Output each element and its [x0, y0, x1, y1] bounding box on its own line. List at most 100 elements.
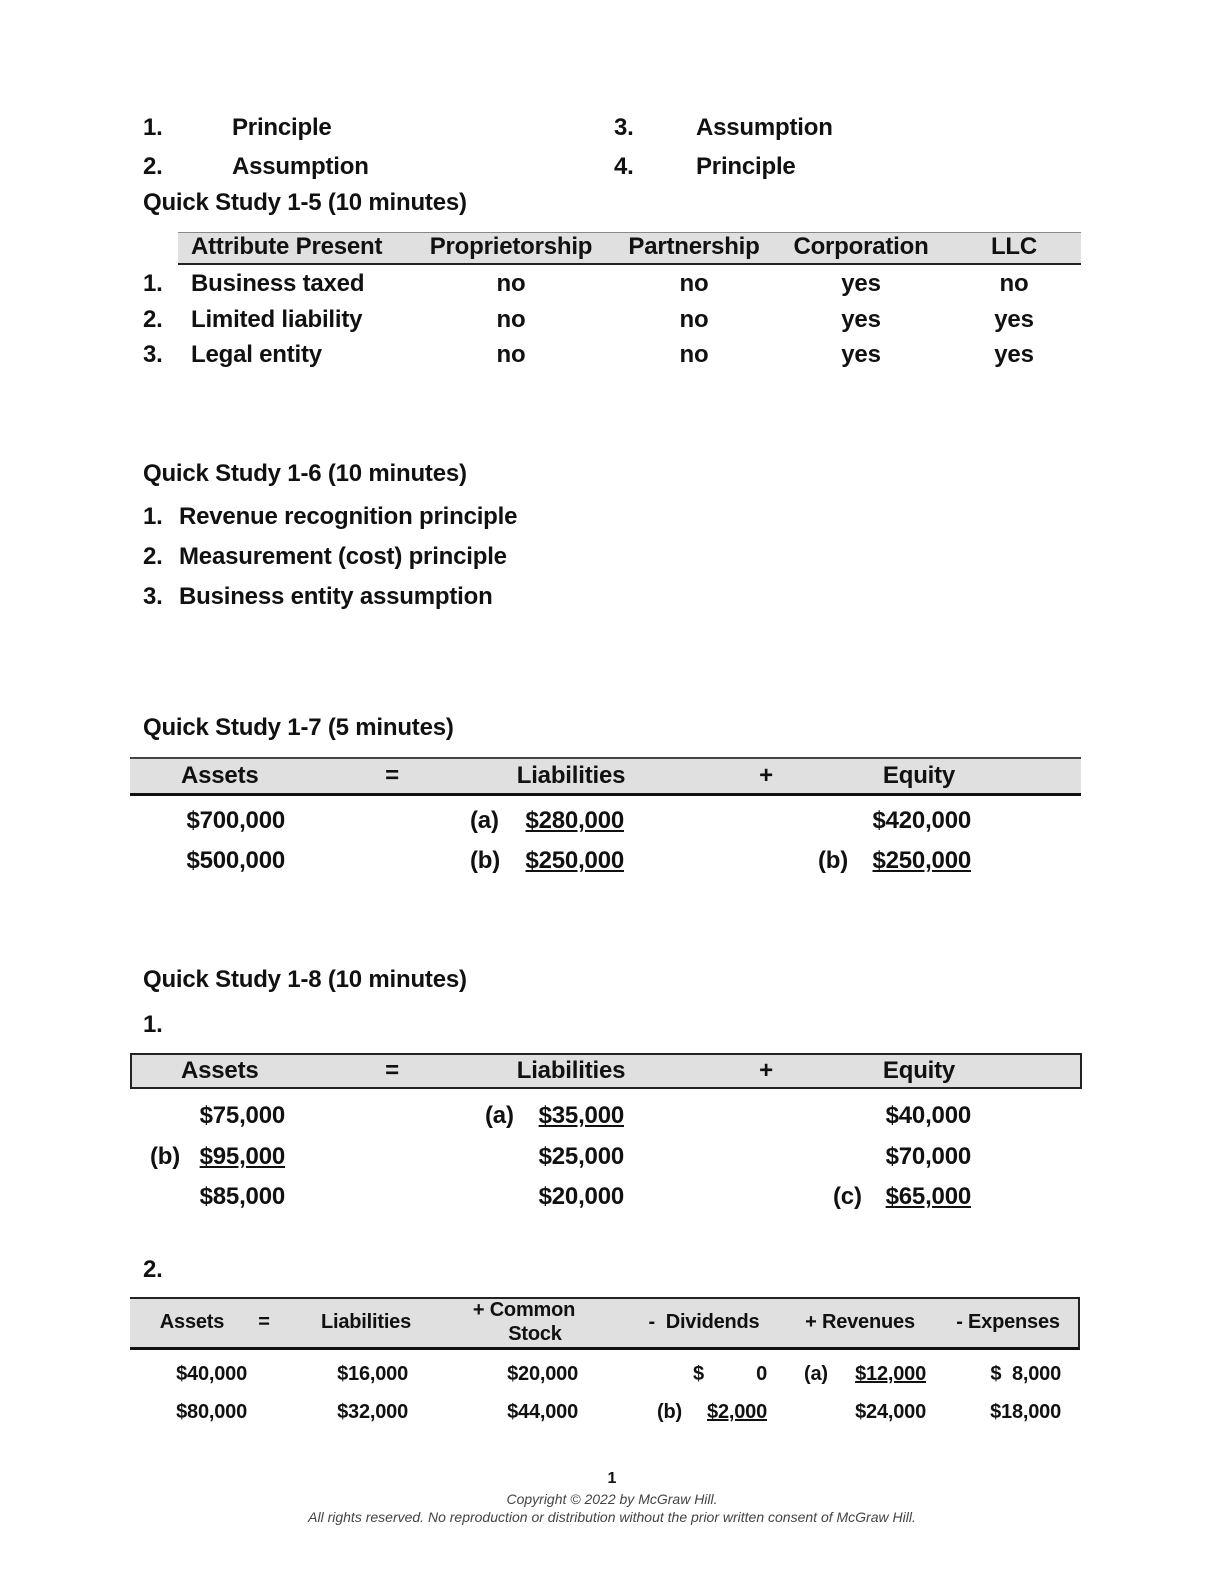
header-equity: Equity	[882, 762, 956, 789]
liabilities-value: $32,000	[337, 1401, 408, 1423]
assets-value: $700,000	[186, 807, 285, 834]
intro-num: 4.	[614, 153, 634, 180]
col-header: Partnership	[628, 233, 760, 260]
col-header: Corporation	[793, 233, 929, 260]
list-num: 2.	[143, 543, 163, 570]
row-attr: Legal entity	[191, 341, 322, 368]
cell: no	[496, 270, 526, 297]
intro-label: Assumption	[696, 114, 833, 141]
section-title: Quick Study 1-6 (10 minutes)	[143, 460, 467, 487]
assets-value: $95,000	[199, 1143, 286, 1170]
header-revenues: + Revenues	[805, 1311, 915, 1333]
answer-tag: (a)	[470, 807, 499, 834]
intro-num: 1.	[143, 114, 163, 141]
copyright: Copyright © 2022 by McGraw Hill.	[506, 1491, 718, 1507]
assets-value: $75,000	[199, 1102, 286, 1129]
cell: no	[496, 306, 526, 333]
answer-tag: (b)	[818, 847, 849, 874]
common-stock-value: $20,000	[507, 1363, 578, 1385]
cell: no	[679, 341, 709, 368]
cell: yes	[994, 306, 1034, 333]
row-attr: Business taxed	[191, 270, 365, 297]
intro-num: 3.	[614, 114, 634, 141]
equity-value: $250,000	[872, 847, 971, 874]
header-assets: Assets	[181, 762, 259, 789]
rights-notice: All rights reserved. No reproduction or …	[308, 1509, 916, 1525]
col-header: Proprietorship	[429, 233, 593, 260]
header-assets: Assets	[159, 1311, 225, 1333]
header-common-stock: Stock	[508, 1323, 562, 1345]
section-title: Quick Study 1-8 (10 minutes)	[143, 966, 467, 993]
liabilities-value: $250,000	[525, 847, 624, 874]
answer-tag: (b)	[657, 1401, 682, 1423]
cell: yes	[994, 341, 1034, 368]
answer-tag: (a)	[485, 1102, 514, 1129]
row-num: 1.	[143, 270, 163, 297]
dividends-value: 0	[756, 1363, 767, 1385]
list-item: Business entity assumption	[179, 583, 493, 610]
row-num: 3.	[143, 341, 163, 368]
part-label: 1.	[143, 1011, 163, 1038]
part-label: 2.	[143, 1256, 163, 1283]
equation-header	[130, 1053, 1082, 1089]
list-item: Measurement (cost) principle	[179, 543, 507, 570]
header-common-stock: + Common	[472, 1299, 576, 1321]
answer-tag: (b)	[150, 1143, 181, 1170]
revenues-value: $24,000	[855, 1401, 926, 1423]
equity-value: $40,000	[885, 1102, 972, 1129]
cell: no	[496, 341, 526, 368]
revenues-value: $12,000	[855, 1363, 926, 1385]
cell: yes	[841, 341, 881, 368]
intro-label: Assumption	[232, 153, 369, 180]
header-liabilities: Liabilities	[516, 1057, 626, 1084]
header-expenses: - Expenses	[956, 1311, 1060, 1333]
intro-num: 2.	[143, 153, 163, 180]
assets-value: $80,000	[176, 1401, 247, 1423]
common-stock-value: $44,000	[507, 1401, 578, 1423]
header-plus: +	[759, 1057, 773, 1084]
header-equals: =	[385, 1057, 399, 1084]
equity-value: $420,000	[872, 807, 971, 834]
cell: yes	[841, 270, 881, 297]
cell: yes	[841, 306, 881, 333]
header-equals: =	[258, 1311, 270, 1333]
expanded-equation-header	[130, 1297, 1080, 1350]
cell: no	[999, 270, 1029, 297]
answer-tag: (b)	[470, 847, 501, 874]
answer-tag: (c)	[833, 1183, 862, 1210]
expenses-value: $18,000	[990, 1401, 1061, 1423]
col-header: Attribute Present	[191, 233, 383, 260]
header-liabilities: Liabilities	[320, 1311, 412, 1333]
section-title: Quick Study 1-7 (5 minutes)	[143, 714, 454, 741]
header-assets: Assets	[181, 1057, 259, 1084]
liabilities-value: $16,000	[337, 1363, 408, 1385]
cell: no	[679, 270, 709, 297]
header-liabilities: Liabilities	[516, 762, 626, 789]
table-header	[178, 232, 1081, 265]
header-plus: +	[759, 762, 773, 789]
list-num: 3.	[143, 583, 163, 610]
dollar-sign: $	[693, 1363, 704, 1385]
section-title: Quick Study 1-5 (10 minutes)	[143, 189, 467, 216]
liabilities-value: $25,000	[538, 1143, 625, 1170]
header-equals: =	[385, 762, 399, 789]
equity-value: $70,000	[885, 1143, 972, 1170]
row-attr: Limited liability	[191, 306, 363, 333]
header-dividends: - Dividends	[648, 1311, 760, 1333]
intro-label: Principle	[696, 153, 796, 180]
liabilities-value: $20,000	[538, 1183, 625, 1210]
answer-tag: (a)	[804, 1363, 828, 1385]
equation-header	[130, 757, 1081, 796]
intro-label: Principle	[232, 114, 332, 141]
assets-value: $85,000	[199, 1183, 286, 1210]
assets-value: $40,000	[176, 1363, 247, 1385]
row-num: 2.	[143, 306, 163, 333]
assets-value: $500,000	[186, 847, 285, 874]
cell: no	[679, 306, 709, 333]
list-item: Revenue recognition principle	[179, 503, 518, 530]
equity-value: $65,000	[885, 1183, 972, 1210]
list-num: 1.	[143, 503, 163, 530]
col-header: LLC	[990, 233, 1038, 260]
header-equity: Equity	[882, 1057, 956, 1084]
dividends-value: $2,000	[707, 1401, 767, 1423]
